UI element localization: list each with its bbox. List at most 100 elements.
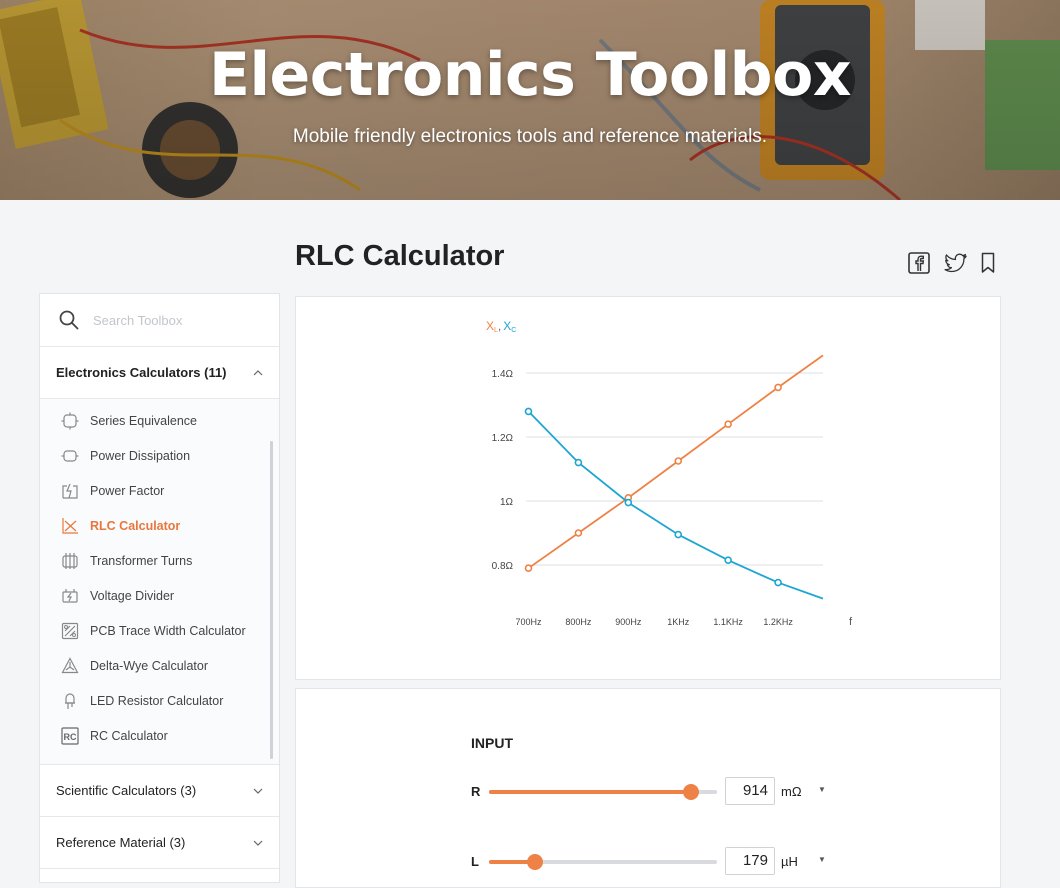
sidebar-item-label: Transformer Turns [90, 554, 193, 568]
category-label: Scientific Calculators (3) [56, 783, 197, 798]
input-card: INPUT R 914 mΩ ▼ L 179 µH ▼ [295, 688, 1001, 888]
input-section-title: INPUT [471, 735, 513, 751]
r-slider-fill [489, 790, 691, 794]
facebook-icon [908, 252, 930, 274]
delta-wye-icon [60, 656, 80, 676]
sidebar-item-label: PCB Trace Width Calculator [90, 624, 246, 638]
data-point-xc [724, 556, 732, 565]
category-items-list: Series Equivalence Power Dissipation Pow… [40, 399, 279, 765]
r-unit-select[interactable]: mΩ [781, 784, 802, 799]
sidebar-item-label: LED Resistor Calculator [90, 694, 224, 708]
y-axis-label: XL, XC [486, 319, 516, 334]
rlc-calculator-icon [60, 516, 80, 536]
sidebar-item-rlc-calculator[interactable]: RLC Calculator [60, 514, 180, 538]
voltage-divider-icon [60, 586, 80, 606]
sidebar-item-delta-wye[interactable]: Delta-Wye Calculator [60, 654, 208, 678]
reactance-chart: XL, XC f 0.8Ω 1Ω 1.2Ω 1.4Ω 700Hz 800Hz 900Hz 1KH… [486, 319, 853, 628]
data-point-xc [674, 530, 683, 539]
site-subtitle: Mobile friendly electronics tools and re… [292, 126, 768, 147]
data-point-xl [674, 457, 683, 465]
data-point-xc [574, 458, 583, 467]
data-point-xc [774, 578, 782, 587]
bookmark-icon [981, 252, 995, 273]
data-point-xc [624, 498, 633, 507]
sidebar-item-label: Voltage Divider [90, 589, 175, 603]
pcb-trace-icon [60, 621, 80, 641]
l-slider[interactable] [489, 854, 717, 870]
led-icon [60, 691, 80, 711]
x-tick-label: 700Hz [515, 617, 542, 627]
page-title: RLC Calculator [295, 240, 505, 272]
sidebar-item-transformer-turns[interactable]: Transformer Turns [60, 549, 192, 573]
input-variable-label: R [471, 784, 481, 799]
x-tick-label: 1.2KHz [763, 617, 793, 627]
r-value-input[interactable]: 914 [725, 777, 775, 805]
power-dissipation-icon [60, 446, 80, 466]
data-point-xl [524, 564, 533, 573]
input-row-r: R 914 mΩ ▼ [471, 777, 851, 807]
data-point-xc [524, 407, 533, 416]
data-point-xl [724, 420, 732, 428]
r-slider[interactable] [489, 784, 717, 800]
site-title: Electronics Toolbox [208, 40, 852, 110]
sidebar-item-voltage-divider[interactable]: Voltage Divider [60, 584, 174, 608]
sidebar-scrollbar[interactable] [270, 441, 273, 759]
y-tick-label: 1Ω [500, 497, 514, 508]
category-reference-material[interactable]: Reference Material (3) [40, 817, 279, 869]
l-slider-fill [489, 860, 535, 864]
x-tick-label: 1.1KHz [713, 617, 743, 627]
sidebar-item-label: Power Factor [90, 484, 165, 498]
sidebar-item-label: RC Calculator [90, 729, 168, 743]
sidebar-item-label: Delta-Wye Calculator [90, 659, 208, 673]
x-axis-label: f [849, 616, 853, 628]
facebook-share-button[interactable] [906, 250, 932, 276]
x-tick-label: 900Hz [615, 617, 642, 627]
category-electronics-calculators[interactable]: Electronics Calculators (11) [40, 347, 279, 399]
data-point-xl [574, 529, 583, 537]
x-tick-label: 1KHz [667, 617, 690, 627]
series-line-xc [527, 410, 824, 600]
sidebar-item-rc-calculator[interactable]: RC RC Calculator [60, 724, 168, 748]
hero-overlay [0, 0, 1060, 200]
chevron-down-icon[interactable]: ▼ [818, 785, 826, 794]
svg-text:RC: RC [64, 732, 77, 742]
category-label: Electronics Calculators (11) [56, 365, 227, 380]
hero-banner: Electronics Toolbox Mobile friendly elec… [0, 0, 1060, 200]
sidebar: Electronics Calculators (11) Series Equi… [39, 293, 280, 883]
series-equivalence-icon [60, 411, 80, 431]
sidebar-item-power-dissipation[interactable]: Power Dissipation [60, 444, 190, 468]
l-value-input[interactable]: 179 [725, 847, 775, 875]
twitter-share-button[interactable] [943, 250, 969, 276]
y-tick-label: 0.8Ω [492, 561, 514, 572]
l-slider-handle[interactable] [526, 854, 543, 870]
search-box [40, 294, 279, 347]
chevron-down-icon[interactable]: ▼ [818, 855, 826, 864]
chevron-down-icon [253, 840, 263, 846]
bookmark-button[interactable] [978, 250, 998, 276]
search-input[interactable] [91, 311, 245, 329]
sidebar-item-label: Series Equivalence [90, 414, 198, 428]
chevron-down-icon [253, 788, 263, 794]
y-tick-label: 1.4Ω [492, 369, 514, 380]
l-unit-select[interactable]: µH [781, 854, 798, 869]
sidebar-item-power-factor[interactable]: Power Factor [60, 479, 164, 503]
power-factor-icon [60, 481, 80, 501]
sidebar-item-series-equivalence[interactable]: Series Equivalence [60, 409, 197, 433]
r-slider-handle[interactable] [682, 784, 699, 800]
input-row-l: L 179 µH ▼ [471, 847, 851, 877]
category-label: Reference Material (3) [56, 835, 186, 850]
rc-icon: RC [60, 726, 80, 746]
sidebar-item-led-resistor[interactable]: LED Resistor Calculator [60, 689, 223, 713]
input-variable-label: L [471, 854, 479, 869]
sidebar-item-label: RLC Calculator [90, 519, 181, 533]
chart-card: XL, XC f 0.8Ω 1Ω 1.2Ω 1.4Ω 700Hz 800Hz 900Hz 1KH… [295, 296, 1001, 680]
category-scientific-calculators[interactable]: Scientific Calculators (3) [40, 765, 279, 817]
twitter-icon [944, 253, 967, 273]
x-tick-label: 800Hz [565, 617, 592, 627]
sidebar-item-pcb-trace-width[interactable]: PCB Trace Width Calculator [60, 619, 246, 643]
hero-background-image [0, 0, 1060, 200]
transformer-icon [60, 551, 80, 571]
y-tick-label: 1.2Ω [492, 433, 514, 444]
chevron-up-icon [253, 369, 263, 375]
sidebar-item-label: Power Dissipation [90, 449, 191, 463]
